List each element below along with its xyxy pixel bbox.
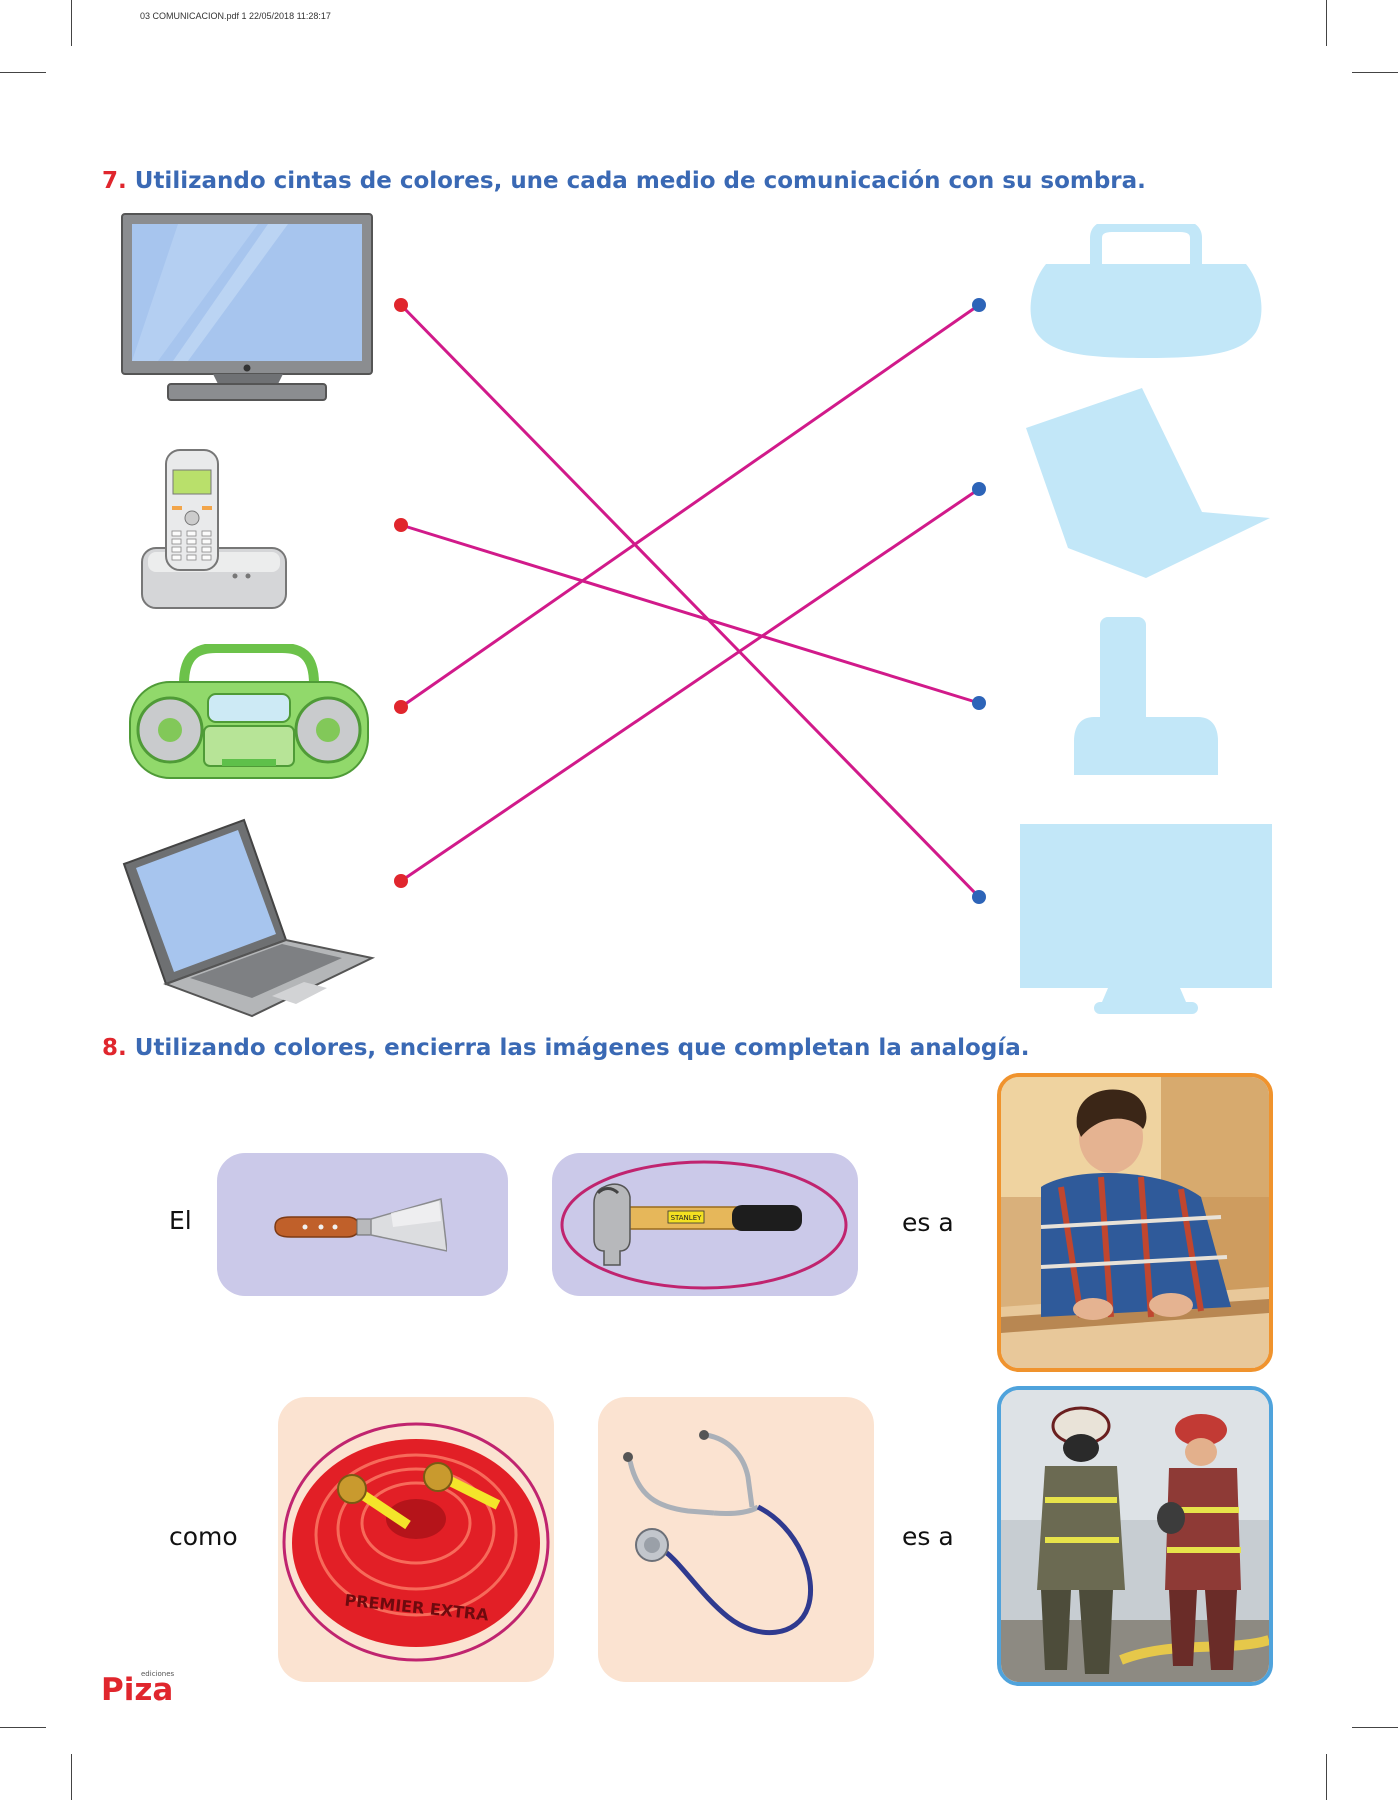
crop-mark	[0, 72, 46, 73]
publisher-logo: Piza ediciones	[101, 1668, 185, 1708]
carpenter-image	[1001, 1077, 1269, 1368]
publisher-tag: ediciones	[141, 1670, 175, 1678]
question-8-title: 8. Utilizando colores, encierra las imág…	[102, 1035, 1029, 1061]
file-meta: 03 COMUNICACION.pdf 1 22/05/2018 11:28:1…	[140, 11, 331, 21]
firefighters-photo[interactable]	[997, 1386, 1273, 1686]
crop-mark	[0, 1727, 46, 1728]
option-card-stethoscope[interactable]	[598, 1397, 874, 1682]
left-dot[interactable]	[394, 298, 408, 312]
lead-word-el: El	[169, 1206, 192, 1235]
option-card-hose[interactable]: PREMIER EXTRA	[278, 1397, 554, 1682]
crop-mark	[1352, 72, 1398, 73]
boombox-image	[129, 644, 369, 779]
right-dot[interactable]	[972, 890, 986, 904]
question-7-title: 7. Utilizando cintas de colores, une cad…	[102, 168, 1146, 194]
stethoscope-image	[623, 1430, 814, 1636]
firefighters-image	[1001, 1390, 1269, 1682]
connector-es-a: es a	[902, 1522, 954, 1551]
crop-mark	[1352, 1727, 1398, 1728]
spatula-image	[274, 1198, 447, 1252]
hammer-image: STANLEY	[593, 1183, 802, 1266]
publisher-name: Piza	[101, 1672, 173, 1704]
right-dot[interactable]	[972, 696, 986, 710]
carpenter-photo[interactable]	[997, 1073, 1273, 1372]
right-dot[interactable]	[972, 482, 986, 496]
option-card-spatula[interactable]	[217, 1153, 508, 1296]
left-dot[interactable]	[394, 518, 408, 532]
lead-word-como: como	[169, 1522, 238, 1551]
piza-logo-mark: Piza ediciones	[101, 1670, 175, 1708]
connection-line	[399, 303, 981, 899]
phone-shadow	[1074, 617, 1218, 775]
connection-line	[400, 523, 980, 705]
connection-line	[400, 487, 980, 883]
hose-image: PREMIER EXTRA	[292, 1439, 540, 1647]
cordless-phone-image	[141, 449, 287, 609]
boombox-shadow	[1030, 224, 1262, 358]
hammer-brand-label: STANLEY	[671, 1214, 703, 1222]
question-text: Utilizando colores, encierra las imágene…	[134, 1035, 1030, 1061]
laptop-image	[122, 818, 376, 1018]
crop-mark	[71, 1754, 72, 1800]
left-dot[interactable]	[394, 874, 408, 888]
crop-mark	[71, 0, 72, 46]
question-text: Utilizando cintas de colores, une cada m…	[134, 168, 1146, 194]
hose-circle	[282, 1422, 550, 1662]
connector-es-a: es a	[902, 1208, 954, 1237]
right-dot[interactable]	[972, 298, 986, 312]
left-dot[interactable]	[394, 700, 408, 714]
crop-mark	[1326, 0, 1327, 46]
option-card-hammer[interactable]: STANLEY	[552, 1153, 858, 1296]
question-number: 7.	[102, 168, 127, 194]
television-image	[121, 213, 373, 401]
television-shadow	[1020, 824, 1272, 1014]
connection-line	[400, 303, 980, 709]
crop-mark	[1326, 1754, 1327, 1800]
laptop-shadow	[1026, 388, 1270, 578]
hammer-circle	[560, 1160, 848, 1290]
question-number: 8.	[102, 1035, 127, 1061]
